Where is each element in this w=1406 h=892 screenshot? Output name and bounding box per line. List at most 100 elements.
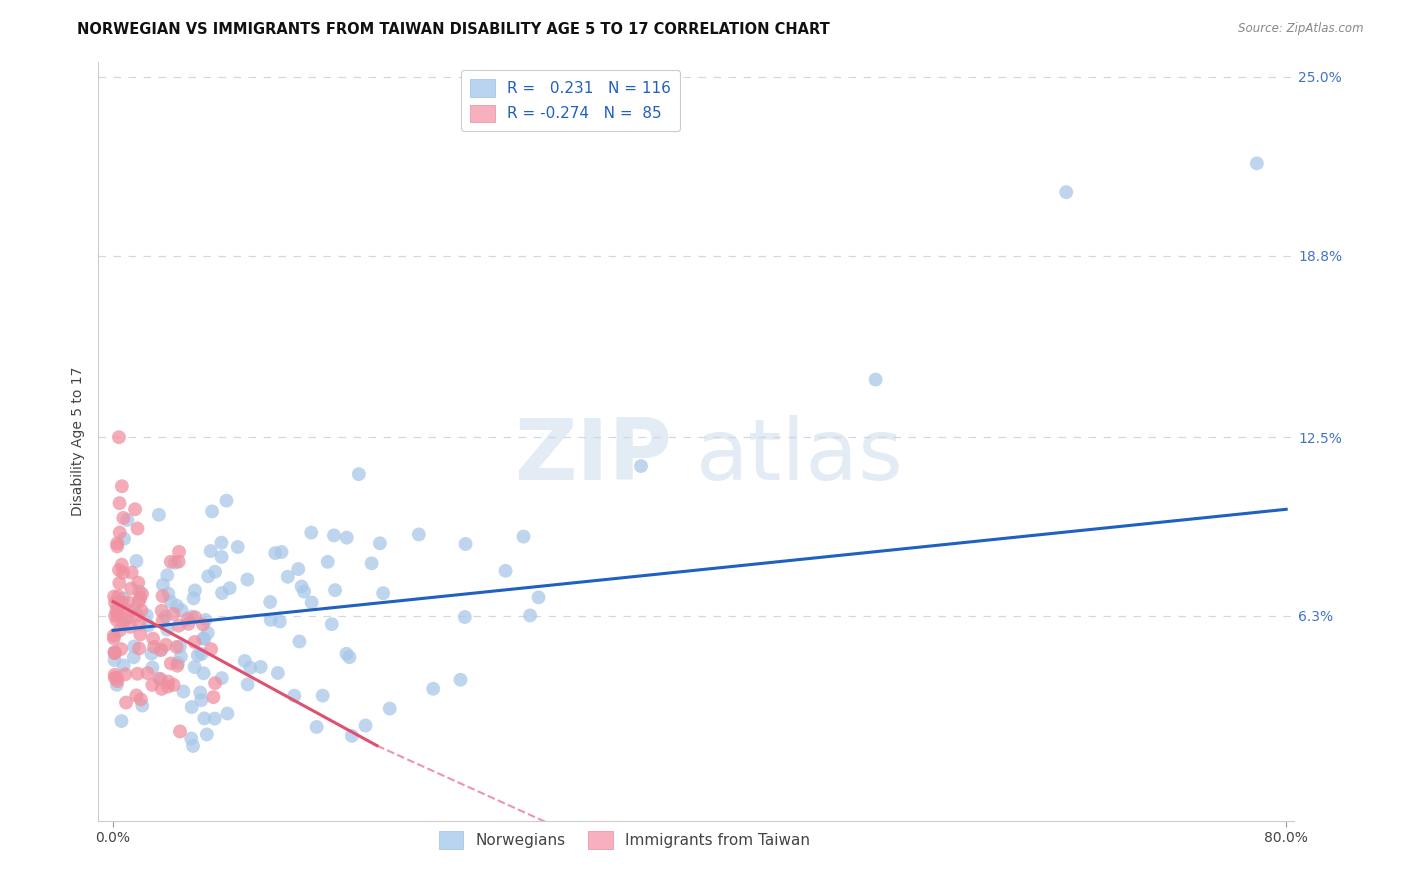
Y-axis label: Disability Age 5 to 17: Disability Age 5 to 17 — [72, 367, 86, 516]
Point — [368, 536, 391, 550]
Point — [323, 583, 346, 598]
Point — [200, 642, 222, 657]
Point — [108, 624, 131, 638]
Point — [148, 508, 170, 522]
Point — [277, 570, 299, 584]
Point — [128, 594, 150, 608]
Point — [111, 596, 134, 610]
Point — [143, 640, 166, 654]
Point — [104, 646, 127, 660]
Point — [122, 650, 145, 665]
Point — [114, 612, 136, 626]
Point — [108, 496, 131, 510]
Point — [311, 689, 333, 703]
Point — [183, 591, 205, 606]
Point — [125, 554, 148, 568]
Point — [110, 642, 132, 657]
Point — [323, 528, 346, 542]
Point — [259, 595, 281, 609]
Point — [373, 586, 395, 600]
Point — [128, 617, 150, 632]
Point — [193, 632, 215, 646]
Point — [103, 646, 125, 660]
Point — [166, 599, 188, 613]
Point — [136, 666, 159, 681]
Point — [166, 640, 188, 654]
Point — [136, 618, 159, 632]
Point — [103, 632, 125, 646]
Point — [108, 563, 131, 577]
Point — [339, 650, 361, 665]
Point — [239, 661, 262, 675]
Point — [125, 608, 148, 623]
Point — [118, 604, 141, 618]
Point — [135, 608, 157, 623]
Point — [167, 545, 190, 559]
Point — [167, 555, 190, 569]
Point — [211, 586, 233, 600]
Point — [217, 706, 239, 721]
Point — [150, 681, 173, 696]
Point — [1246, 156, 1268, 170]
Point — [288, 634, 311, 648]
Point — [166, 658, 188, 673]
Point — [321, 617, 343, 632]
Point — [162, 607, 184, 621]
Point — [512, 530, 534, 544]
Point — [422, 681, 444, 696]
Point — [378, 701, 401, 715]
Point — [204, 676, 226, 690]
Point — [150, 642, 173, 657]
Point — [121, 566, 143, 580]
Point — [301, 595, 323, 609]
Text: Source: ZipAtlas.com: Source: ZipAtlas.com — [1239, 22, 1364, 36]
Point — [131, 603, 153, 617]
Point — [108, 597, 131, 611]
Point — [209, 535, 232, 549]
Point — [112, 532, 135, 546]
Point — [290, 579, 312, 593]
Point — [204, 565, 226, 579]
Point — [108, 599, 131, 613]
Point — [107, 599, 129, 614]
Point — [316, 555, 339, 569]
Point — [194, 613, 217, 627]
Point — [155, 638, 177, 652]
Point — [167, 618, 190, 632]
Point — [110, 714, 132, 728]
Point — [112, 658, 135, 673]
Point — [200, 544, 222, 558]
Point — [127, 522, 149, 536]
Point — [108, 430, 131, 444]
Point — [270, 545, 292, 559]
Point — [117, 595, 139, 609]
Point — [184, 610, 207, 624]
Point — [120, 620, 142, 634]
Point — [170, 603, 193, 617]
Point — [169, 724, 191, 739]
Point — [152, 578, 174, 592]
Point — [156, 680, 179, 694]
Point — [354, 718, 377, 732]
Point — [105, 603, 128, 617]
Point — [104, 608, 127, 623]
Point — [1054, 185, 1077, 199]
Point — [150, 604, 173, 618]
Point — [292, 584, 315, 599]
Point — [129, 692, 152, 706]
Point — [105, 678, 128, 692]
Point — [454, 537, 477, 551]
Point — [188, 685, 211, 699]
Point — [180, 700, 202, 714]
Point — [264, 546, 287, 560]
Point — [187, 648, 209, 663]
Point — [148, 672, 170, 686]
Point — [211, 549, 233, 564]
Point — [193, 711, 215, 725]
Point — [267, 665, 290, 680]
Point — [183, 635, 205, 649]
Point — [156, 623, 179, 637]
Point — [495, 564, 517, 578]
Point — [152, 589, 174, 603]
Point — [105, 613, 128, 627]
